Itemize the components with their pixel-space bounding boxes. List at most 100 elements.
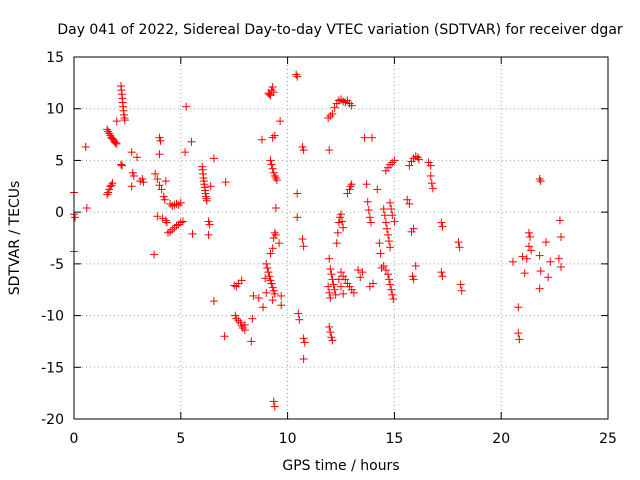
data-point	[362, 180, 371, 189]
data-point	[247, 337, 256, 346]
data-point	[268, 164, 277, 173]
data-point	[206, 182, 215, 191]
data-point	[202, 196, 211, 205]
data-point	[103, 125, 112, 134]
data-point	[409, 154, 418, 163]
axis-ticks	[73, 56, 609, 420]
data-point	[103, 190, 112, 199]
data-point	[456, 280, 465, 289]
data-point	[536, 177, 545, 186]
data-point	[546, 257, 555, 266]
data-point	[176, 198, 185, 207]
data-point	[157, 185, 166, 194]
data-point	[347, 101, 356, 110]
data-point	[364, 206, 373, 215]
data-point	[326, 328, 335, 337]
data-point	[326, 111, 335, 120]
data-point	[107, 133, 116, 142]
data-point	[405, 199, 414, 208]
data-point	[270, 289, 279, 298]
data-point	[386, 160, 395, 169]
data-point	[107, 181, 116, 190]
data-point	[110, 137, 119, 146]
data-point	[120, 116, 129, 125]
data-point	[81, 142, 90, 151]
data-point	[345, 99, 354, 108]
data-point	[514, 329, 523, 338]
data-point	[324, 114, 333, 123]
data-point	[426, 161, 435, 170]
data-point	[379, 261, 388, 270]
data-point	[329, 280, 338, 289]
x-tick-label: 10	[279, 431, 297, 447]
data-point	[276, 117, 285, 126]
data-point	[326, 293, 335, 302]
data-point	[414, 155, 423, 164]
data-point	[339, 97, 348, 106]
data-point	[403, 195, 412, 204]
y-tick-label: 10	[46, 102, 64, 118]
data-point	[369, 279, 378, 288]
data-point	[271, 230, 280, 239]
data-point	[409, 275, 418, 284]
data-point	[271, 204, 280, 213]
data-point	[265, 90, 274, 99]
data-point	[524, 242, 533, 251]
data-point	[337, 268, 345, 277]
data-point	[268, 82, 277, 91]
data-point	[522, 254, 531, 263]
chart-title: Day 041 of 2022, Sidereal Day-to-day VTE…	[57, 22, 623, 38]
data-point	[163, 228, 172, 237]
data-point	[182, 102, 191, 111]
data-point	[330, 103, 339, 112]
data-point	[337, 95, 345, 104]
data-point	[268, 244, 277, 253]
plot-frame	[73, 56, 609, 420]
data-point	[520, 269, 529, 278]
data-point	[269, 88, 278, 97]
data-point	[112, 139, 121, 148]
data-point	[174, 220, 183, 229]
data-point	[377, 263, 386, 272]
data-point	[390, 156, 399, 165]
data-point	[454, 238, 463, 247]
data-point	[330, 285, 339, 294]
data-point	[156, 136, 165, 145]
data-point	[153, 212, 162, 221]
data-point	[457, 286, 466, 295]
data-point	[557, 232, 566, 241]
data-point	[161, 177, 170, 186]
data-point	[172, 199, 181, 208]
data-point	[535, 175, 544, 184]
data-point	[160, 195, 169, 204]
data-point	[265, 272, 274, 281]
data-point	[437, 218, 446, 227]
data-point	[334, 218, 343, 227]
data-point	[172, 221, 181, 230]
data-point	[209, 154, 218, 163]
data-point	[234, 316, 243, 325]
data-point	[388, 158, 397, 167]
data-point	[262, 288, 271, 297]
data-point	[381, 218, 390, 227]
data-point	[526, 232, 535, 241]
data-point	[268, 296, 277, 305]
data-point	[554, 254, 563, 263]
data-point	[133, 153, 142, 162]
data-point	[387, 285, 396, 294]
data-point	[386, 243, 395, 252]
data-point	[535, 284, 544, 293]
data-point	[388, 211, 397, 220]
data-point	[375, 239, 384, 248]
data-point	[438, 272, 447, 281]
data-point	[409, 224, 418, 233]
data-point	[390, 217, 399, 226]
data-point	[166, 227, 175, 236]
data-point	[294, 309, 303, 318]
data-point	[535, 251, 544, 260]
x-tick-label: 25	[599, 431, 617, 447]
data-point	[129, 171, 138, 180]
data-point	[237, 321, 246, 330]
